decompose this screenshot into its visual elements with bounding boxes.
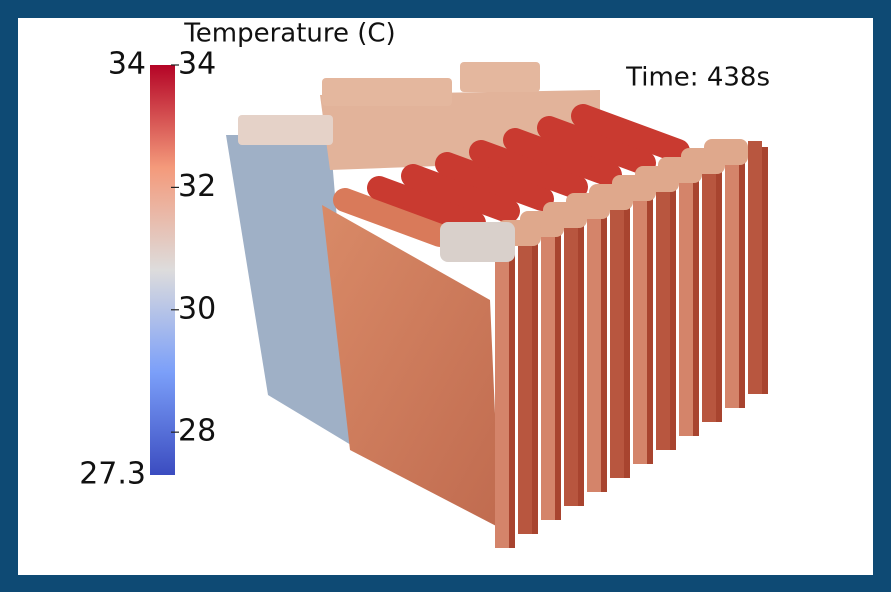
fin xyxy=(495,240,509,548)
fin-edge xyxy=(762,147,768,394)
fin xyxy=(587,204,601,492)
time-label: Time: 438s xyxy=(625,63,770,93)
fin xyxy=(610,195,624,478)
fin-edge xyxy=(739,156,745,408)
color-bar xyxy=(150,65,175,475)
fin-edge xyxy=(716,165,722,422)
fin-edge xyxy=(601,210,607,492)
fin xyxy=(679,168,693,436)
fin xyxy=(564,213,578,506)
fin xyxy=(541,222,555,520)
fin xyxy=(725,150,739,408)
fin xyxy=(633,186,647,464)
fin-edge xyxy=(693,174,699,436)
fin xyxy=(748,141,762,394)
fin-edge xyxy=(624,201,630,478)
fin-edge xyxy=(670,183,676,450)
tick-label: 28 xyxy=(178,414,216,449)
tick-label: 32 xyxy=(178,169,216,204)
fin-edge xyxy=(578,219,584,506)
fin-edge xyxy=(555,228,561,520)
top-block xyxy=(238,115,333,145)
fin xyxy=(656,177,670,450)
color-bar-title: Temperature (C) xyxy=(183,19,395,49)
range-min-label: 27.3 xyxy=(79,457,146,492)
tick-label: 34 xyxy=(178,47,216,82)
range-max-label: 34 xyxy=(108,47,146,82)
fin-edge xyxy=(509,246,515,548)
fin-edge xyxy=(647,192,653,464)
top-block xyxy=(460,62,540,92)
page: {"colorbar": {"title": "Temperature (C)"… xyxy=(0,0,891,592)
tick-label: 30 xyxy=(178,291,216,326)
fin xyxy=(518,231,532,534)
terminal xyxy=(440,222,515,262)
fin xyxy=(702,159,716,422)
render-view: Temperature (C) Time: 438s 27.3 34 28 30 3… xyxy=(0,0,891,592)
top-block xyxy=(322,78,452,106)
fin-edge xyxy=(532,237,538,534)
